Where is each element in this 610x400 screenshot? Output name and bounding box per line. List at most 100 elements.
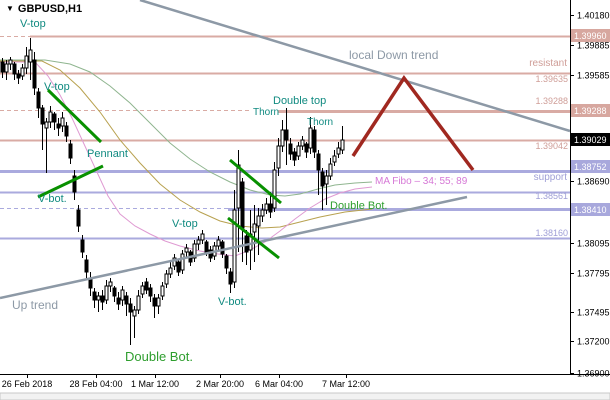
forecast-arrow[interactable]	[351, 74, 475, 172]
candle-body-bear	[36, 91, 41, 109]
x-tick-label[interactable]: 28 Feb 04:00	[69, 379, 122, 389]
label-v-top-2[interactable]: V-top	[44, 81, 70, 93]
label-v-top-1[interactable]: V-top	[20, 18, 46, 30]
candle-body-bear	[56, 123, 61, 129]
label-v-bot-2[interactable]: V-bot.	[218, 296, 247, 308]
label-thorn-2[interactable]: Thorn	[307, 117, 333, 128]
label-double-top[interactable]: Double top	[273, 95, 326, 107]
x-tick-label[interactable]: 6 Mar 04:00	[255, 379, 303, 389]
candle-body-bear	[116, 297, 121, 305]
candle-body-bull	[172, 257, 177, 267]
candle-body-bull	[156, 297, 161, 307]
candle-body-bear	[224, 255, 229, 269]
candle-body-bull	[296, 145, 301, 157]
price-badge	[571, 104, 610, 117]
candle-body-bear	[284, 129, 289, 141]
candle-body-bull	[132, 309, 137, 317]
ma-55-line	[0, 60, 373, 229]
candle-body-bull	[272, 169, 277, 209]
label-resistant[interactable]: resistant	[529, 58, 567, 69]
candle-body-bull	[200, 233, 205, 241]
candle-body-bull	[168, 267, 173, 275]
candle-body-bear	[84, 259, 89, 273]
y-tick-label: 1.39885	[577, 41, 610, 51]
candle-body-bull	[276, 145, 281, 169]
label-thorn-1[interactable]: Thorn	[253, 107, 279, 118]
candle-body-bull	[120, 289, 125, 301]
candle-body-bull	[256, 215, 261, 227]
candle-body-bull	[60, 117, 65, 127]
label-up-trend[interactable]: Up trend	[12, 298, 58, 312]
candle-body-bull	[216, 239, 221, 247]
candle-body-bear	[220, 241, 225, 255]
y-tick-label: 1.40180	[577, 11, 610, 21]
label-ma-fibo[interactable]: MA Fibo – 34; 55; 89	[375, 176, 468, 187]
x-tick-label[interactable]: 7 Mar 12:00	[322, 379, 370, 389]
candle-body-bull	[24, 55, 29, 69]
candle-body-bear	[148, 287, 153, 297]
candle-body-bear	[128, 303, 133, 313]
v-top-line-1[interactable]	[46, 88, 103, 144]
y-tick-label: 1.36900	[577, 369, 610, 379]
pennant-line[interactable]	[37, 164, 104, 199]
window-bottom-strip	[0, 392, 610, 400]
label-double-bot-1[interactable]: Double Bot.	[125, 349, 193, 364]
y-tick-label: 1.38095	[577, 239, 610, 249]
candle-body-bull	[260, 209, 265, 217]
candle-body-bull	[44, 121, 49, 129]
candle-body-bear	[316, 153, 321, 171]
candle-body-bull	[20, 67, 25, 77]
candle-body-bear	[204, 241, 209, 253]
candle-body-bear	[52, 113, 57, 123]
label-local-down-trend[interactable]: local Down trend	[349, 48, 438, 62]
price-badge-label: 1.38410	[574, 205, 607, 215]
x-tick-label[interactable]: 26 Feb 2018	[2, 379, 53, 389]
candle-body-bull	[252, 223, 257, 233]
price-badge	[571, 160, 610, 173]
candle-body-bull	[280, 129, 285, 147]
candle-body-bull	[48, 111, 53, 123]
price-label-139635[interactable]: 1.39635	[535, 74, 568, 84]
candle-body-bull	[184, 247, 189, 253]
candle-body-bear	[100, 295, 105, 303]
candle-body-bear	[76, 209, 81, 227]
price-label-138160[interactable]: 1.38160	[535, 228, 568, 238]
v-top-line-2[interactable]	[229, 158, 282, 205]
candle-body-bull	[108, 281, 113, 287]
candle-body-bull	[192, 243, 197, 259]
candle-body-bear	[16, 73, 21, 79]
x-tick-label[interactable]: 2 Mar 20:00	[196, 379, 244, 389]
candle-body-bear	[72, 175, 77, 193]
up-trend-line[interactable]	[0, 195, 468, 300]
candle-body-bear	[12, 63, 17, 75]
v-top-line-3[interactable]	[227, 216, 280, 260]
symbol-dropdown-icon[interactable]: ▼	[6, 4, 14, 13]
label-v-top-3[interactable]: V-top	[172, 218, 198, 230]
candle-body-bull	[28, 49, 33, 63]
candle-body-bear	[32, 59, 37, 89]
label-pennant[interactable]: Pennant	[87, 148, 128, 160]
candle-body-bear	[152, 297, 157, 307]
label-double-bot-2[interactable]: Double Bot.	[330, 200, 387, 212]
candle-body-bear	[228, 271, 233, 285]
candle-body-bear	[144, 281, 149, 291]
down-trend-line[interactable]	[139, 0, 571, 133]
label-v-bot-1[interactable]: V-bot.	[38, 193, 67, 205]
symbol-text: GBPUSD,H1	[17, 3, 83, 15]
candle-body-bear	[40, 107, 45, 125]
candle-body-bull	[340, 139, 345, 151]
price-label-139042[interactable]: 1.39042	[535, 141, 568, 151]
label-support[interactable]: support	[534, 172, 568, 183]
price-label-139288[interactable]: 1.39288	[535, 96, 568, 106]
candle-body-bull	[180, 253, 185, 271]
candle-body-bull	[336, 147, 341, 155]
x-tick-label[interactable]: 1 Mar 12:00	[131, 379, 179, 389]
candle-body-bull	[96, 295, 101, 301]
candle-body-bull	[300, 139, 305, 147]
y-tick-label: 1.37200	[577, 337, 610, 347]
price-badge	[571, 203, 610, 216]
price-badge-label: 1.38752	[574, 162, 607, 172]
price-label-138561[interactable]: 1.38561	[535, 191, 568, 201]
candle-body-bear	[288, 143, 293, 155]
